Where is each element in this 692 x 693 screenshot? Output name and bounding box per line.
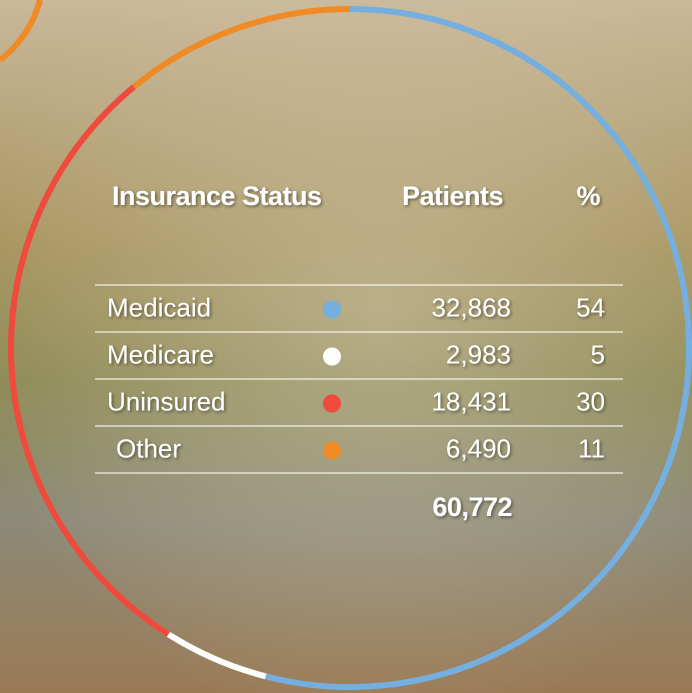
ring-segment — [166, 631, 267, 680]
row-patients: 6,490 — [446, 433, 511, 463]
row-percent: 30 — [576, 386, 605, 416]
row-percent: 54 — [576, 292, 605, 322]
row-patients: 2,983 — [446, 339, 511, 369]
row-dot — [323, 300, 341, 319]
row-percent: 5 — [591, 339, 605, 369]
row-label: Medicare — [107, 339, 214, 369]
row-label: Uninsured — [107, 386, 226, 416]
rows: Medicaid 32,868 54 Medicare 2,983 5 Uninsured 1… — [95, 284, 623, 522]
total: 60,772 — [432, 492, 512, 522]
header-percent: % — [576, 181, 600, 211]
row-dot — [323, 394, 341, 413]
row-dot — [323, 441, 341, 460]
row-label: Medicaid — [107, 292, 211, 322]
ring-segment — [8, 84, 170, 637]
row-label: Other — [116, 433, 181, 463]
ring-segment — [264, 6, 692, 690]
ring — [8, 6, 692, 690]
header-patients: Patients — [402, 181, 503, 211]
row-percent: 11 — [578, 433, 605, 463]
row-patients: 32,868 — [431, 292, 511, 322]
row-patients: 18,431 — [431, 386, 511, 416]
ring-segment — [132, 6, 351, 90]
row-dot — [323, 347, 341, 366]
decor-arc — [0, 0, 43, 63]
header-status: Insurance Status — [112, 181, 322, 211]
